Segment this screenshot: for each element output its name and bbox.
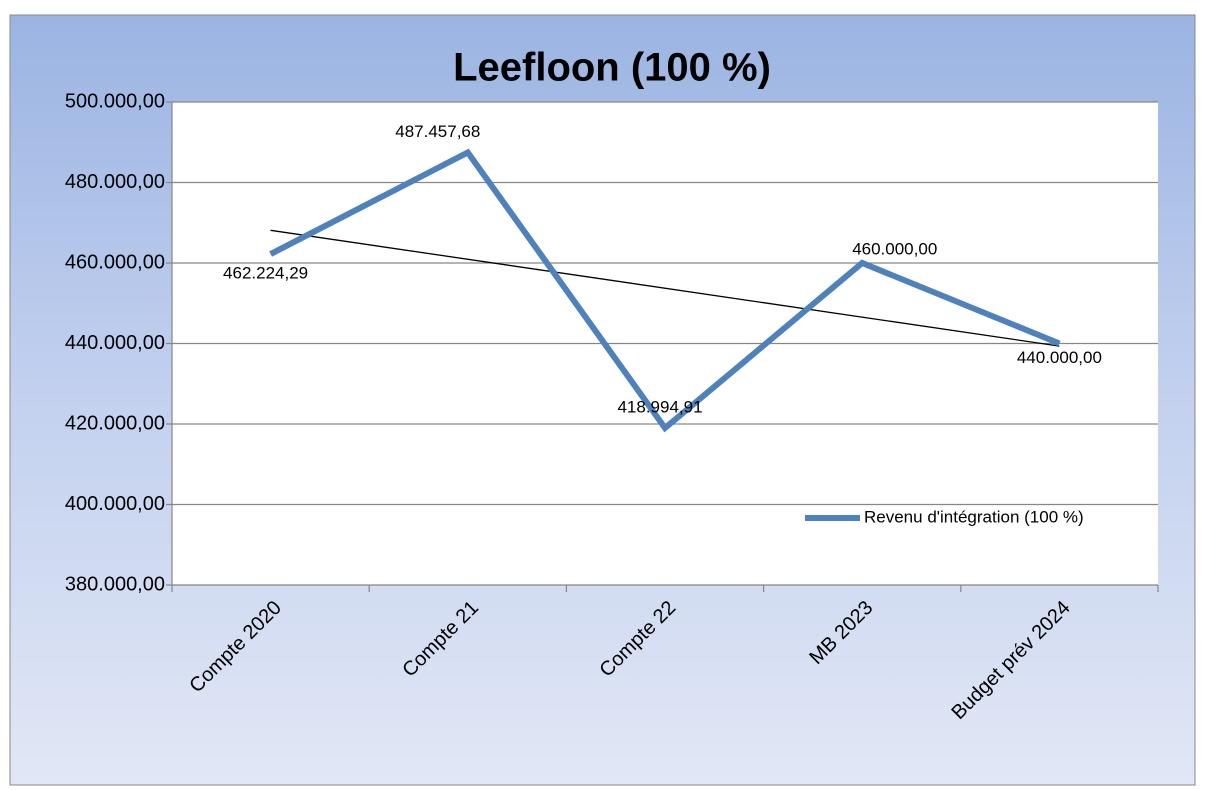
trendline — [270, 229, 1060, 347]
data-label: 440.000,00 — [1017, 348, 1102, 367]
legend-label: Revenu d'intégration (100 %) — [864, 507, 1084, 526]
y-tick-label: 460.000,00 — [65, 251, 165, 273]
data-label: 487.457,68 — [395, 122, 480, 141]
data-label: 462.224,29 — [223, 264, 308, 283]
y-tick-label: 420.000,00 — [65, 412, 165, 434]
y-tick-label: 480.000,00 — [65, 171, 165, 193]
chart-title: Leefloon (100 %) — [453, 46, 771, 90]
y-tick-label: 400.000,00 — [65, 493, 165, 515]
data-label: 418.994,91 — [617, 398, 702, 417]
y-tick-label: 380.000,00 — [65, 573, 165, 595]
data-label: 460.000,00 — [852, 239, 937, 258]
y-tick-label: 440.000,00 — [65, 332, 165, 354]
y-tick-label: 500.000,00 — [65, 90, 165, 112]
series-line — [269, 148, 1061, 433]
